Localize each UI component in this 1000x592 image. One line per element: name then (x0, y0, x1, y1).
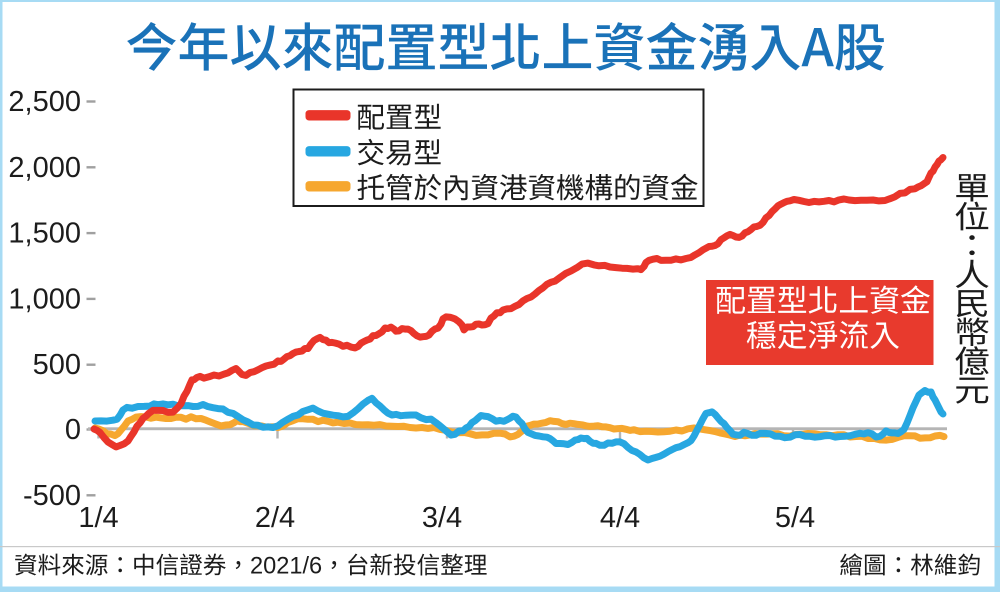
svg-text:2,500: 2,500 (8, 86, 81, 118)
svg-text:3/4: 3/4 (422, 502, 462, 534)
svg-text:2,000: 2,000 (8, 152, 81, 184)
svg-text:-500: -500 (23, 480, 81, 512)
svg-text:2/4: 2/4 (255, 502, 295, 534)
svg-text:1,000: 1,000 (8, 283, 81, 315)
svg-text:500: 500 (33, 349, 81, 381)
svg-text:1/4: 1/4 (78, 502, 118, 534)
svg-text:5/4: 5/4 (775, 502, 815, 534)
svg-text:0: 0 (65, 414, 81, 446)
svg-text:1,500: 1,500 (8, 218, 81, 250)
svg-text:2021/6: 2021/6 (250, 554, 322, 580)
svg-text:4/4: 4/4 (600, 502, 640, 534)
